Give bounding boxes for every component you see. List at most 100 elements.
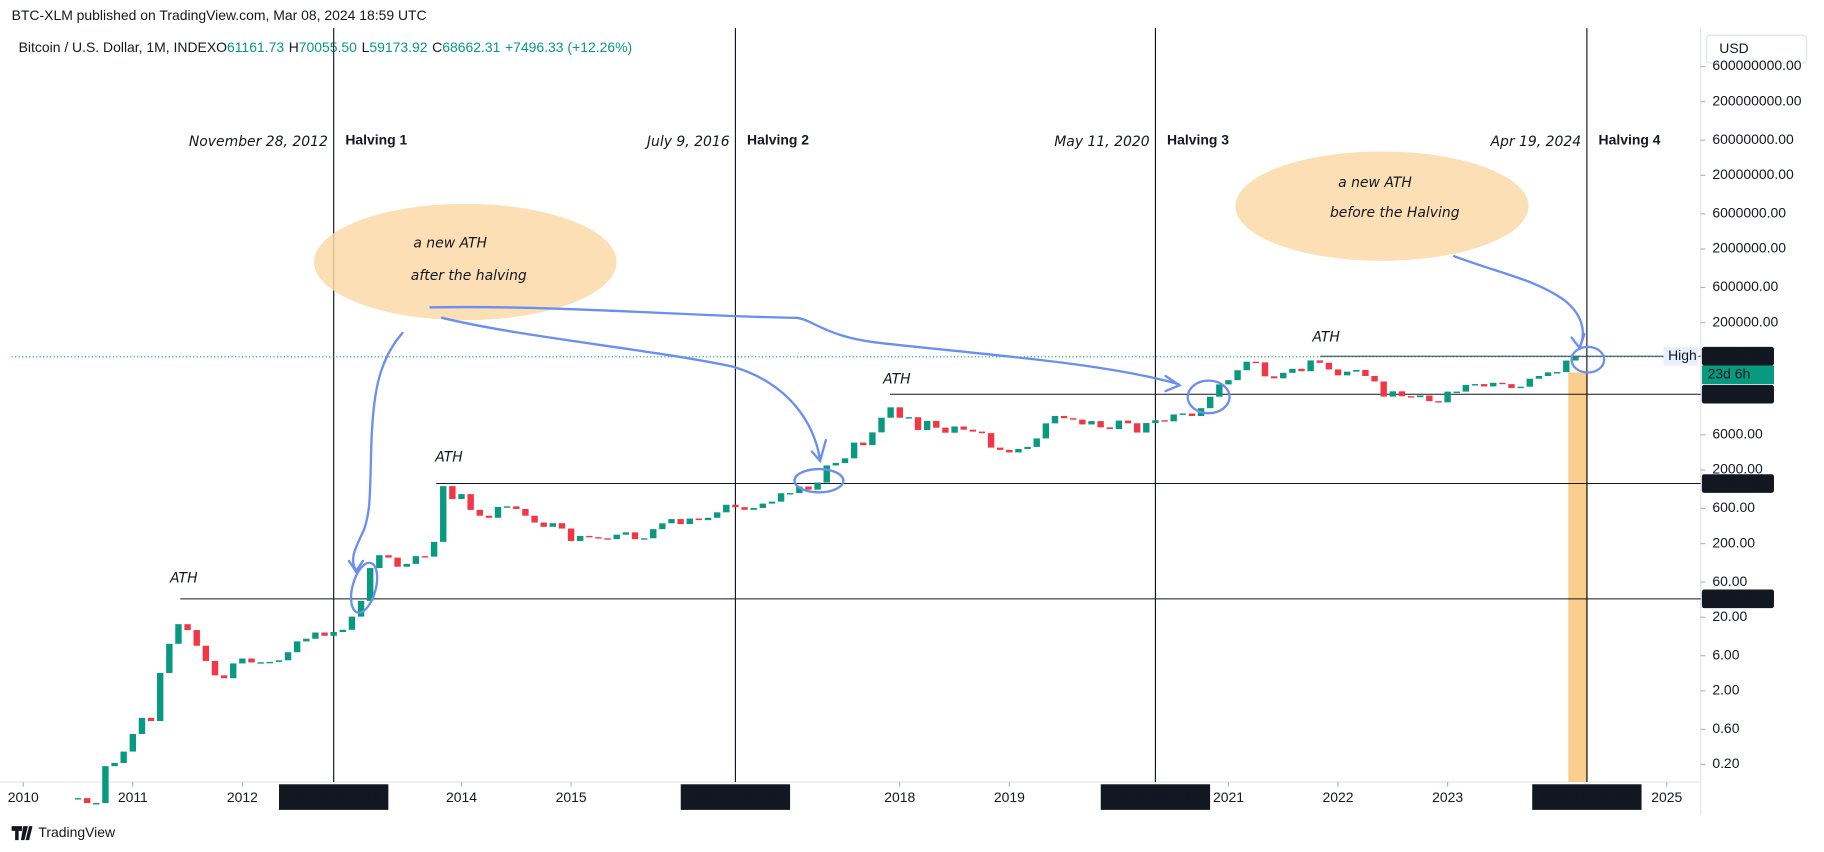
candle [1270,376,1278,379]
candle [1398,391,1406,397]
candle [1298,368,1305,372]
price-tag-label: 1307.25 [1713,474,1764,490]
candle [1261,362,1269,377]
y-tick-label: 200.00 [1712,534,1755,550]
candle [467,494,474,510]
candle [248,658,255,663]
candle [960,426,967,430]
candle [659,523,666,530]
candle [357,600,365,617]
highlight-band [1568,372,1589,782]
candle [805,486,812,490]
candle [403,563,410,567]
candle [549,523,557,527]
x-tick-label: 2023 [1432,789,1463,805]
candle [485,515,493,518]
arrow [1452,255,1584,349]
candle [385,555,392,558]
circle [793,467,845,494]
candle [759,503,767,508]
marker-label: Mon 01 Apr '24 [1540,789,1634,805]
value: 61161.73 [227,39,284,55]
candle [723,504,730,513]
candle [1252,361,1260,364]
arrow-head [347,559,365,574]
halving-label: Halving 3 [1167,132,1229,148]
price-tag [1701,474,1774,493]
circle [349,561,379,614]
y-tick-label: 6.00 [1712,646,1739,662]
currency-button[interactable] [1705,34,1808,64]
candle [951,426,958,433]
y-tick-label: 0.20 [1712,755,1739,771]
marker-tag [680,784,791,810]
candle [348,616,356,630]
note-text: a new ATH [413,235,487,251]
candle [1097,421,1104,428]
candle [1517,386,1524,389]
key: H [289,39,299,55]
drawings [347,255,1606,614]
candle [522,509,529,516]
candle [1508,384,1515,388]
tag-label: High [1668,347,1697,363]
x-tick-label: 2019 [994,789,1025,805]
candle [1572,356,1579,361]
candle [175,624,182,644]
candle [449,486,456,500]
candle [586,535,593,538]
candle [421,556,429,558]
candle [969,429,977,432]
candle [933,420,940,428]
y-tick-label: 6000000.00 [1712,205,1786,221]
ath-label: ATH [169,570,198,586]
arrow-head [1164,374,1183,393]
candle [138,717,146,734]
candle [796,486,803,494]
arrow-head [810,438,828,464]
candle [577,535,584,541]
candle [841,458,849,464]
candle [1380,381,1387,397]
candle [1051,415,1059,424]
y-tick-label: 2.00 [1712,682,1739,698]
currency[interactable]: USD [1719,40,1748,56]
candle [1124,420,1132,424]
candle [914,417,922,430]
marker-tag [279,784,389,810]
candle [1079,419,1086,425]
candle [1563,360,1570,373]
y-tick-label: 600000.00 [1712,278,1778,294]
candle [1106,427,1113,429]
y-tick-label: 200000.00 [1712,313,1778,329]
candle [1307,360,1314,372]
candle [695,518,703,521]
candle [1161,420,1168,422]
tag-box [1663,346,1699,366]
key: O [216,39,227,55]
legend: Bitcoin / U.S. Dollar, 1M, INDEXO61161.7… [19,39,633,55]
candle [1234,370,1241,381]
symbol: Bitcoin / U.S. Dollar, 1M, INDEX [19,39,217,55]
candle [923,420,931,430]
candle [823,465,830,483]
candle [303,638,310,642]
countdown-label: 23d 6h [1708,365,1751,381]
y-tick-label: 600.00 [1712,499,1755,515]
candle [1152,420,1159,424]
candle [686,518,693,525]
candle [558,523,566,529]
candle [111,762,118,767]
candle [513,506,520,510]
candle [1334,369,1342,376]
halving-date: November 28, 2012 [189,134,328,150]
candle [1490,382,1497,387]
candle [1170,414,1177,422]
plot: 0.20 0.60 2.00 6.00 20.00 60.00 200.00 600.00 20… [8,28,1802,810]
candle [850,442,858,459]
candle [1325,362,1333,370]
candle [440,486,447,542]
candle [129,733,137,752]
circle [1186,379,1231,415]
